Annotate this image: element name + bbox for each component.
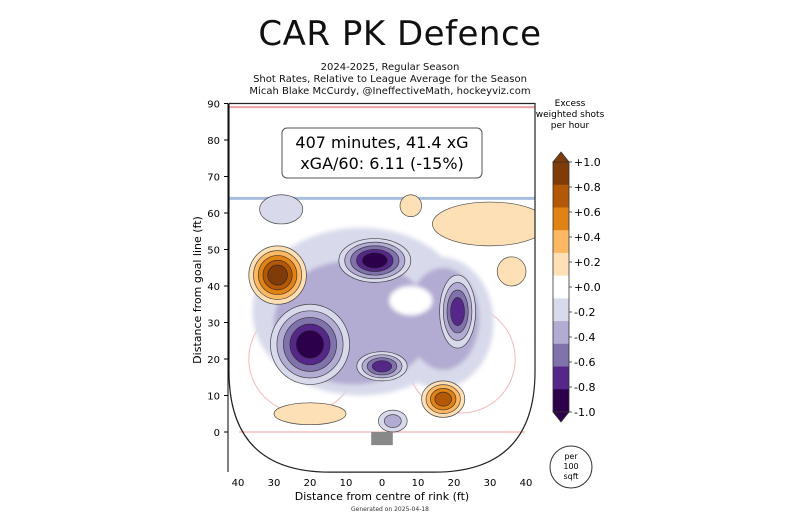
colorbar-label-7: -0.4 (574, 331, 595, 344)
colorbar-segment-8 (553, 343, 569, 368)
colorbar-label-5: +0.0 (574, 281, 601, 294)
hotspot-3-level-3 (371, 360, 393, 373)
scale-badge-line-1: per (564, 452, 578, 461)
y-tick-label-0: 0 (214, 428, 220, 439)
colorbar-segment-3 (553, 230, 569, 254)
rink-overlay (228, 102, 536, 473)
hotspot-0 (248, 245, 307, 305)
goal-net (371, 432, 393, 446)
hotspot-5-level-3 (450, 297, 465, 326)
rink-boards (228, 102, 536, 473)
colorbar: Excess weighted shots per hour +1.0 +0.8 +… (536, 99, 605, 423)
annotation-line-2: xGA/60: 6.11 (-15%) (300, 154, 464, 173)
annotation-line-1: 407 minutes, 41.4 xG (295, 133, 468, 152)
hotspot-9-level-0 (273, 402, 347, 426)
hotspot-6-level-0 (432, 201, 535, 247)
heatmap-contours (248, 194, 535, 433)
colorbar-label-1: +0.8 (574, 181, 601, 194)
x-tick-label-1: 30 (268, 478, 281, 489)
hotspot-10-level-0 (496, 256, 527, 287)
y-tick-label-10: 10 (207, 392, 220, 403)
subtitle-season: 2024-2025, Regular Season (320, 62, 460, 73)
hotspot-2 (338, 238, 412, 283)
hotspot-1-level-4 (296, 330, 324, 359)
hotspot-11 (378, 409, 408, 433)
chart-title: CAR PK Defence (258, 14, 542, 54)
x-tick-label-8: 40 (520, 478, 533, 489)
scale-badge: per 100 sqft (549, 445, 593, 489)
hotspot-8-level-0 (259, 194, 304, 225)
colorbar-segment-6 (553, 298, 569, 322)
x-tick-label-6: 20 (448, 478, 461, 489)
hotspot-0-level-4 (267, 264, 288, 286)
subtitle-description: Shot Rates, Relative to League Average f… (253, 74, 527, 85)
colorbar-segment-1 (553, 184, 569, 208)
hotspot-10 (496, 256, 527, 287)
colorbar-label-6: -0.2 (574, 306, 595, 319)
colorbar-segment-7 (553, 321, 569, 345)
colorbar-title-2: weighted shots (536, 110, 605, 120)
hotspot-9 (273, 402, 347, 426)
y-tick-label-70: 70 (207, 173, 220, 184)
field-hole (389, 286, 433, 316)
colorbar-label-3: +0.4 (574, 231, 601, 244)
hotspot-4 (421, 380, 466, 418)
hotspot-2-level-4 (362, 252, 388, 269)
scale-badge-line-2: 100 (563, 462, 578, 471)
colorbar-segment-9 (553, 366, 569, 390)
colorbar-segment-2 (553, 207, 569, 231)
hotspot-7-level-0 (399, 194, 422, 217)
hotspot-3 (356, 351, 408, 382)
x-tick-label-3: 10 (340, 478, 353, 489)
colorbar-title-1: Excess (555, 99, 586, 109)
x-axis-label: Distance from centre of rink (ft) (295, 490, 469, 503)
y-tick-label-30: 30 (207, 319, 220, 330)
colorbar-arrow-top (552, 151, 570, 163)
y-tick-label-20: 20 (207, 355, 220, 366)
x-tick-label-4: 0 (379, 478, 385, 489)
colorbar-segment-4 (553, 252, 569, 277)
axes: 0 10 20 30 40 50 60 70 80 90 40 30 20 10 0 10 20 30 40 Di… (191, 100, 532, 504)
colorbar-title-3: per hour (551, 121, 590, 131)
colorbar-label-10: -1.0 (574, 406, 595, 419)
hotspot-5 (439, 274, 476, 349)
y-tick-label-60: 60 (207, 209, 220, 220)
y-tick-label-50: 50 (207, 246, 220, 257)
y-tick-label-40: 40 (207, 282, 220, 293)
hotspot-11-level-1 (383, 414, 402, 428)
x-tick-label-2: 20 (304, 478, 317, 489)
colorbar-segment-10 (553, 389, 569, 413)
y-axis-ticks: 0 10 20 30 40 50 60 70 80 90 (207, 100, 228, 439)
x-axis-ticks: 40 30 20 10 0 10 20 30 40 (232, 478, 533, 489)
hotspot-4-level-3 (434, 391, 452, 407)
x-tick-label-0: 40 (232, 478, 245, 489)
x-tick-label-7: 30 (484, 478, 497, 489)
y-tick-label-80: 80 (207, 136, 220, 147)
hotspot-1 (270, 303, 350, 385)
scale-badge-line-3: sqft (563, 472, 578, 481)
colorbar-segment-0 (553, 162, 569, 186)
colorbar-segment-5 (553, 275, 569, 299)
colorbar-arrow-bottom (552, 411, 570, 423)
hotspot-6 (432, 201, 535, 247)
colorbar-label-4: +0.2 (574, 256, 601, 269)
footer-generated: Generated on 2025-04-18 (351, 506, 429, 513)
hotspot-7 (399, 194, 422, 217)
annotation-box: 407 minutes, 41.4 xG xGA/60: 6.11 (-15%) (281, 127, 483, 179)
x-tick-label-5: 10 (412, 478, 425, 489)
colorbar-label-8: -0.6 (574, 356, 595, 369)
colorbar-label-9: -0.8 (574, 381, 595, 394)
hotspot-8 (259, 194, 304, 225)
colorbar-label-0: +1.0 (574, 156, 601, 169)
y-axis-label: Distance from goal line (ft) (191, 216, 204, 364)
subtitle-author: Micah Blake McCurdy, @IneffectiveMath, h… (249, 86, 531, 97)
y-tick-label-90: 90 (207, 100, 220, 111)
colorbar-label-2: +0.6 (574, 206, 601, 219)
